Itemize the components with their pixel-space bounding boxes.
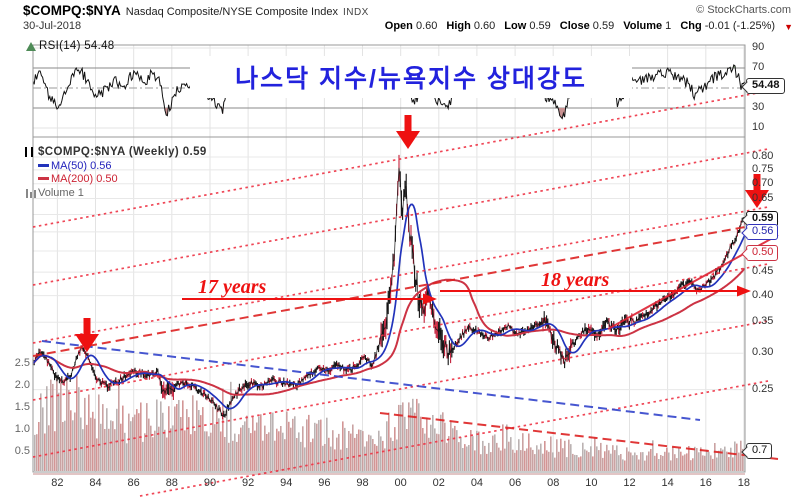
stockcharts-credit: © StockCharts.com <box>696 4 791 16</box>
x-axis-label: 00 <box>394 477 407 489</box>
volume-axis-label: 1.5 <box>14 401 30 413</box>
symbol-ticker: $COMPQ:$NYA <box>23 3 121 18</box>
quote-close: Close 0.59 <box>559 20 615 32</box>
x-axis-label: 08 <box>547 477 560 489</box>
ma50-label: MA(50) 0.56 <box>51 160 112 172</box>
volume-axis-label: 1.0 <box>14 423 30 435</box>
x-axis-label: 96 <box>318 477 331 489</box>
x-axis-label: 82 <box>51 477 64 489</box>
main-legend-ma200: MA(200) 0.50 <box>38 173 118 185</box>
last-price-value: 0.59 <box>752 212 774 224</box>
x-axis-label: 12 <box>623 477 636 489</box>
ma200-label: MA(200) 0.50 <box>51 173 118 185</box>
korean-annotation-title: 나스닥 지수/뉴욕지수 상대강도 <box>235 65 587 93</box>
x-axis-label: 86 <box>127 477 140 489</box>
x-axis-label: 92 <box>241 477 255 489</box>
volume-axis-label: 0.5 <box>14 445 30 457</box>
price-axis-label: 0.70 <box>752 176 774 189</box>
rsi-value: 54.48 <box>752 79 780 91</box>
x-axis-label: 98 <box>356 477 369 489</box>
volume-value-badge: 0.7 <box>741 443 773 459</box>
exchange-label: INDX <box>342 7 369 18</box>
x-axis-label: 94 <box>280 477 293 489</box>
x-axis-label: 16 <box>699 477 712 489</box>
volume-axis-label: 2.0 <box>14 379 30 391</box>
price-axis-label: 0.45 <box>752 265 774 278</box>
quote-open: Open 0.60 <box>384 20 438 32</box>
ohlc-quote-row: Open 0.60 High 0.60 Low 0.59 Close 0.59 Volu… <box>385 20 793 32</box>
x-axis-label: 88 <box>165 477 178 489</box>
price-axis-label: 0.80 <box>752 150 774 162</box>
volume-bars-icon <box>26 189 36 198</box>
rsi-legend: RSI(14) 54.48 <box>39 40 115 52</box>
rsi-value-badge: 54.48 <box>741 78 785 94</box>
price-axis-label: 0.35 <box>752 315 774 328</box>
candlestick-icon <box>25 147 34 157</box>
symbol-name: Nasdaq Composite/NYSE Composite Index <box>125 6 338 18</box>
change-down-icon: ▼ <box>784 22 793 32</box>
ma50-value: 0.56 <box>752 225 774 237</box>
price-axis-label: 0.75 <box>752 162 774 175</box>
x-axis-label: 04 <box>470 477 484 489</box>
x-axis-label: 90 <box>203 477 217 489</box>
span-annotation-17-years: 17 years <box>198 276 267 298</box>
quote-low: Low 0.59 <box>504 20 551 32</box>
x-axis-label: 02 <box>432 477 445 489</box>
quote-volume: Volume 1 <box>623 20 672 32</box>
price-axis-label: 0.40 <box>752 288 774 301</box>
ma50-value-badge: 0.56 <box>741 224 779 240</box>
price-axis-label: 0.25 <box>752 382 774 395</box>
main-legend-ma50: MA(50) 0.56 <box>38 160 112 172</box>
x-axis-label: 18 <box>737 477 751 489</box>
volume-axis-label: 2.5 <box>14 357 30 369</box>
x-axis-label: 84 <box>89 477 102 489</box>
rsi-axis-label: 90 <box>752 41 765 53</box>
x-axis-label: 10 <box>585 477 598 489</box>
rsi-axis-label: 10 <box>752 121 765 133</box>
price-axis-label: 0.30 <box>752 346 774 359</box>
ma200-value: 0.50 <box>752 246 774 258</box>
volume-value: 0.7 <box>752 444 768 456</box>
rsi-indicator-icon <box>26 42 36 51</box>
span-annotation-18-years: 18 years <box>541 269 610 291</box>
main-legend-symbol: $COMPQ:$NYA (Weekly) 0.59 <box>38 146 207 158</box>
quote-chg: Chg -0.01 (-1.25%) <box>680 20 776 32</box>
x-axis-label: 06 <box>508 477 522 489</box>
x-axis-label: 14 <box>661 477 674 489</box>
rsi-axis-label: 30 <box>752 101 765 113</box>
annotation-band: 나스닥 지수/뉴욕지수 상대강도 <box>190 56 632 98</box>
main-legend-volume: Volume 1 <box>38 187 84 199</box>
rsi-axis-label: 70 <box>752 61 765 73</box>
price-axis-label: 0.65 <box>752 191 774 204</box>
quote-high: High 0.60 <box>446 20 496 32</box>
chart-header: $COMPQ:$NYA Nasdaq Composite/NYSE Composi… <box>23 3 369 18</box>
chart-date: 30-Jul-2018 <box>23 20 82 32</box>
ma50-line-swatch <box>38 163 49 167</box>
ma200-line-swatch <box>38 176 49 180</box>
ma200-value-badge: 0.50 <box>741 245 779 261</box>
